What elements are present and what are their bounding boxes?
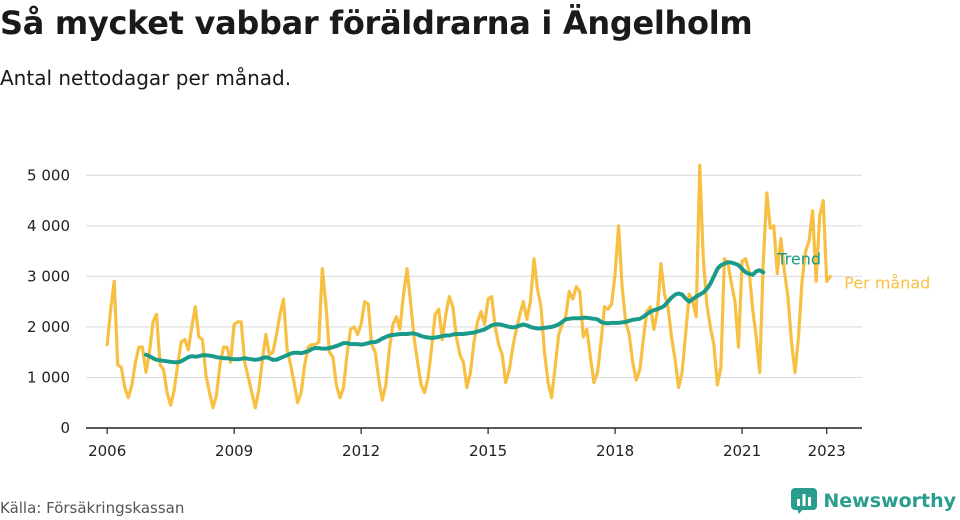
brand-logo[interactable]: Newsworthy [791, 488, 956, 514]
x-axis: 2006 2009 2012 2015 2018 2021 2023 [86, 427, 862, 460]
source-note: Källa: Försäkringskassan [0, 499, 185, 517]
y-axis-tick-labels: 0 1 000 2 000 3 000 4 000 5 000 [27, 166, 70, 437]
x-tick-label: 2015 [469, 442, 507, 460]
chart-subtitle: Antal nettodagar per månad. [0, 66, 292, 90]
series-lines [105, 163, 832, 410]
monthly-line [105, 163, 832, 410]
x-tick-label: 2009 [215, 442, 253, 460]
chart-title: Så mycket vabbar föräldrarna i Ängelholm [0, 4, 753, 42]
x-tick-label: 2012 [342, 442, 380, 460]
x-tick-label: 2018 [596, 442, 634, 460]
series-label-trend: Trend [776, 249, 821, 268]
y-tick-label: 0 [60, 419, 70, 437]
y-tick-label: 4 000 [27, 217, 70, 235]
y-tick-label: 2 000 [27, 318, 70, 336]
x-tick-label: 2023 [808, 442, 846, 460]
y-tick-label: 1 000 [27, 368, 70, 386]
y-tick-label: 5 000 [27, 166, 70, 184]
y-tick-label: 3 000 [27, 267, 70, 285]
gridlines [86, 174, 862, 378]
x-tick-label: 2021 [723, 442, 761, 460]
series-label-monthly: Per månad [844, 273, 930, 292]
bar-chart-logo-icon [791, 488, 818, 514]
brand-name: Newsworthy [823, 490, 956, 512]
series-labels: Trend Per månad [776, 249, 930, 292]
x-tick-label: 2006 [88, 442, 126, 460]
trend-line [144, 260, 766, 365]
